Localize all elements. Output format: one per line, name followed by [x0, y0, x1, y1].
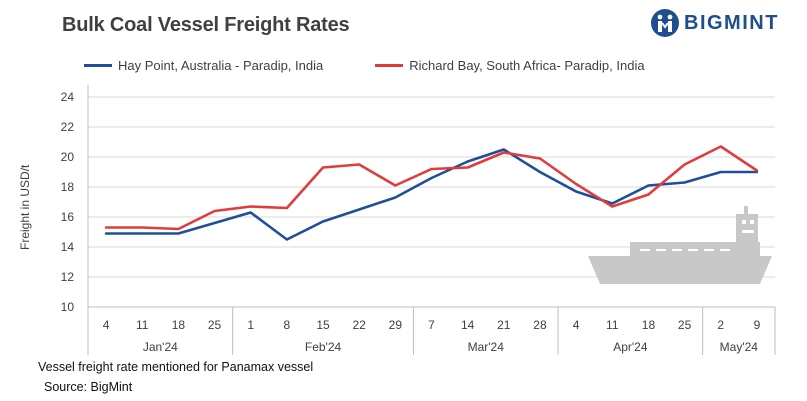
x-tick-label: 25	[678, 318, 692, 332]
month-group-label: May'24	[720, 340, 759, 354]
series-lines	[104, 145, 759, 241]
x-tick-label: 21	[497, 318, 511, 332]
x-tick-label: 14	[461, 318, 475, 332]
x-tick-label: 22	[353, 318, 367, 332]
brand-logo-icon	[651, 9, 679, 37]
legend-item-richard-bay: Richard Bay, South Africa- Paradip, Indi…	[375, 58, 645, 73]
x-tick-label: 8	[284, 318, 291, 332]
y-tick-label: 18	[61, 180, 75, 194]
x-tick-label: 15	[316, 318, 330, 332]
x-tick-label: 11	[136, 318, 149, 332]
chart-legend: Hay Point, Australia - Paradip, India Ri…	[84, 58, 697, 73]
y-tick-label: 22	[61, 120, 75, 134]
month-group-label: Apr'24	[613, 340, 648, 354]
x-tick-label: 2	[717, 318, 724, 332]
legend-swatch-richard-bay	[375, 64, 404, 67]
legend-item-hay-point: Hay Point, Australia - Paradip, India	[84, 58, 323, 73]
x-tick-label: 9	[754, 318, 761, 332]
x-tick-label: 11	[606, 318, 619, 332]
y-tick-label: 16	[61, 210, 75, 224]
y-tick-labels: 10 12 14 16 18 20 22 24	[61, 90, 75, 314]
x-tick-label: 1	[247, 318, 254, 332]
chart-title: Bulk Coal Vessel Freight Rates	[62, 14, 350, 36]
brand-logo: BIGMINT	[650, 8, 779, 38]
month-group-label: Jan'24	[143, 340, 178, 354]
source-note: Source: BigMint	[44, 380, 133, 394]
y-tick-label: 14	[61, 240, 75, 254]
x-tick-label: 7	[428, 318, 435, 332]
legend-swatch-hay-point	[84, 64, 112, 67]
month-group-label: Feb'24	[305, 340, 342, 354]
x-tick-label: 4	[573, 318, 580, 332]
y-tick-label: 12	[61, 270, 75, 284]
x-tick-label: 29	[389, 318, 403, 332]
x-tick-label: 25	[208, 318, 222, 332]
y-tick-label: 10	[61, 300, 75, 314]
x-tick-label: 18	[642, 318, 656, 332]
legend-label-hay-point: Hay Point, Australia - Paradip, India	[118, 58, 324, 73]
y-tick-label: 24	[61, 90, 75, 104]
brand-name: BIGMINT	[684, 11, 779, 34]
month-group-label: Mar'24	[468, 340, 505, 354]
legend-label-richard-bay: Richard Bay, South Africa- Paradip, Indi…	[409, 58, 645, 73]
footnote: Vessel freight rate mentioned for Panama…	[38, 360, 314, 374]
y-tick-label: 20	[61, 150, 75, 164]
x-tick-label: 28	[533, 318, 547, 332]
x-tick-label: 4	[103, 318, 110, 332]
ship-icon	[588, 206, 772, 284]
series-line-hay-point	[104, 148, 759, 241]
x-tick-label: 18	[172, 318, 186, 332]
